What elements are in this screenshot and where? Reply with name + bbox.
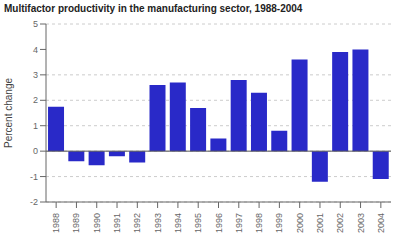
- html-text:Multifactor productivity in th: Multifactor productivity in the manufact…: [4, 3, 303, 14]
- svg-text:1995: 1995: [193, 213, 203, 233]
- svg-text:-2: -2: [30, 197, 38, 207]
- svg-text:2002: 2002: [335, 213, 345, 233]
- svg-text:5: 5: [33, 19, 38, 29]
- svg-text:1: 1: [33, 121, 38, 131]
- svg-text:2004: 2004: [376, 213, 386, 233]
- svg-text:1996: 1996: [214, 213, 224, 233]
- svg-text:3: 3: [33, 70, 38, 80]
- svg-text:2001: 2001: [315, 213, 325, 233]
- svg-text:1989: 1989: [71, 213, 81, 233]
- svg-text:-1: -1: [30, 172, 38, 182]
- svg-text:2003: 2003: [356, 213, 366, 233]
- svg-text:4: 4: [33, 45, 38, 55]
- svg-text:1991: 1991: [112, 213, 122, 233]
- svg-text:1998: 1998: [254, 213, 264, 233]
- svg-text:1990: 1990: [92, 213, 102, 233]
- svg-text:1997: 1997: [234, 213, 244, 233]
- svg-text:2: 2: [33, 95, 38, 105]
- svg-text:2000: 2000: [295, 213, 305, 233]
- svg-text:Percent change: Percent change: [3, 78, 14, 148]
- svg-text:1992: 1992: [132, 213, 142, 233]
- svg-text:1999: 1999: [274, 213, 284, 233]
- svg-text:1988: 1988: [51, 213, 61, 233]
- svg-text:1993: 1993: [153, 213, 163, 233]
- svg-text:0: 0: [33, 146, 38, 156]
- svg-text:1994: 1994: [173, 213, 183, 233]
